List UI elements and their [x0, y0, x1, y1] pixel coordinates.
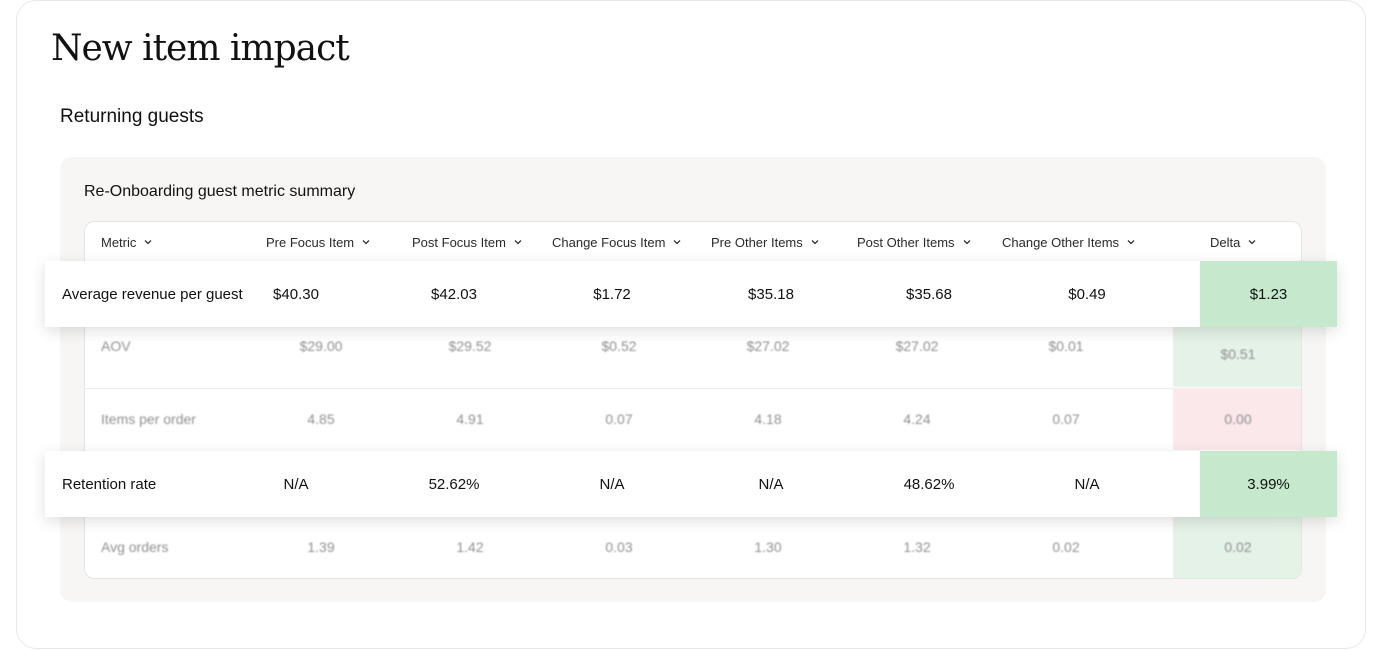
chevron-down-icon [672, 237, 682, 247]
row-divider [85, 388, 1173, 389]
post-other-value: 4.24 [903, 411, 931, 427]
metric-name: Items per order [101, 411, 196, 427]
change-other-value: $0.49 [1068, 285, 1106, 303]
column-header-metric[interactable]: Metric [101, 222, 153, 262]
pre-focus-value: N/A [283, 475, 309, 493]
change-other-value: 0.02 [1052, 539, 1080, 555]
column-header-delta[interactable]: Delta [1210, 222, 1257, 262]
change-other-value: N/A [1074, 475, 1100, 493]
change-focus-value: $1.72 [593, 285, 631, 303]
column-header-label: Post Other Items [857, 234, 955, 250]
post-other-value: $27.02 [895, 338, 939, 354]
column-header-label: Metric [101, 234, 137, 250]
change-focus-value: 0.03 [605, 539, 633, 555]
chevron-down-icon [143, 237, 153, 247]
pre-other-value: 1.30 [754, 539, 782, 555]
post-focus-value: 52.62% [428, 475, 480, 493]
section-title: Returning guests [60, 106, 204, 127]
post-other-value: $35.68 [906, 285, 952, 303]
delta-value: $1.23 [1200, 261, 1337, 327]
post-other-value: 48.62% [903, 475, 955, 493]
table-row: Items per order 4.85 4.91 0.07 4.18 4.24… [85, 388, 1301, 450]
highlighted-row-retention-rate: Retention rate N/A 52.62% N/A N/A 48.62%… [45, 451, 1337, 517]
change-other-value: $0.01 [1048, 338, 1084, 354]
metric-name: Average revenue per guest [62, 285, 243, 303]
column-header-label: Post Focus Item [412, 234, 506, 250]
change-focus-value: 0.07 [605, 411, 633, 427]
chevron-down-icon [361, 237, 371, 247]
change-focus-value: N/A [599, 475, 625, 493]
table-row: AOV $29.00 $29.52 $0.52 $27.02 $27.02 $0… [85, 315, 1301, 387]
delta-value: 0.02 [1173, 515, 1301, 578]
chevron-down-icon [1247, 237, 1257, 247]
pre-focus-value: 4.85 [307, 411, 335, 427]
column-header-post-other-items[interactable]: Post Other Items [857, 222, 972, 262]
post-other-value: 1.32 [903, 539, 931, 555]
chevron-down-icon [810, 237, 820, 247]
pre-other-value: 4.18 [754, 411, 782, 427]
metric-name: Retention rate [62, 475, 157, 493]
column-header-label: Pre Other Items [711, 234, 803, 250]
post-focus-value: 1.42 [456, 539, 484, 555]
column-header-pre-focus-item[interactable]: Pre Focus Item [266, 222, 371, 262]
delta-value: 0.00 [1173, 388, 1301, 450]
column-header-pre-other-items[interactable]: Pre Other Items [711, 222, 820, 262]
post-focus-value: $29.52 [448, 338, 492, 354]
metric-name: Avg orders [101, 539, 169, 555]
metric-name: AOV [101, 338, 131, 354]
column-header-change-focus-item[interactable]: Change Focus Item [552, 222, 682, 262]
column-header-label: Change Other Items [1002, 234, 1120, 250]
page-title: New item impact [51, 28, 350, 69]
change-other-value: 0.07 [1052, 411, 1080, 427]
chevron-down-icon [513, 237, 523, 247]
column-header-label: Delta [1210, 234, 1241, 250]
table-row: Avg orders 1.39 1.42 0.03 1.30 1.32 0.02… [85, 515, 1301, 578]
chevron-down-icon [1126, 237, 1136, 247]
delta-value: 3.99% [1200, 451, 1337, 517]
pre-focus-value: $40.30 [273, 285, 319, 303]
column-header-label: Pre Focus Item [266, 234, 355, 250]
post-focus-value: $42.03 [431, 285, 477, 303]
change-focus-value: $0.52 [601, 338, 637, 354]
pre-other-value: $27.02 [746, 338, 790, 354]
pre-focus-value: 1.39 [307, 539, 335, 555]
column-header-post-focus-item[interactable]: Post Focus Item [412, 222, 523, 262]
delta-value: $0.51 [1173, 315, 1301, 387]
pre-focus-value: $29.00 [299, 338, 343, 354]
post-focus-value: 4.91 [456, 411, 484, 427]
column-header-change-other-items[interactable]: Change Other Items [1002, 222, 1136, 262]
pre-other-value: N/A [758, 475, 784, 493]
panel-title: Re-Onboarding guest metric summary [84, 183, 356, 200]
pre-other-value: $35.18 [748, 285, 794, 303]
chevron-down-icon [962, 237, 972, 247]
highlighted-row-average-revenue: Average revenue per guest $40.30 $42.03 … [45, 261, 1337, 327]
column-header-label: Change Focus Item [552, 234, 666, 250]
